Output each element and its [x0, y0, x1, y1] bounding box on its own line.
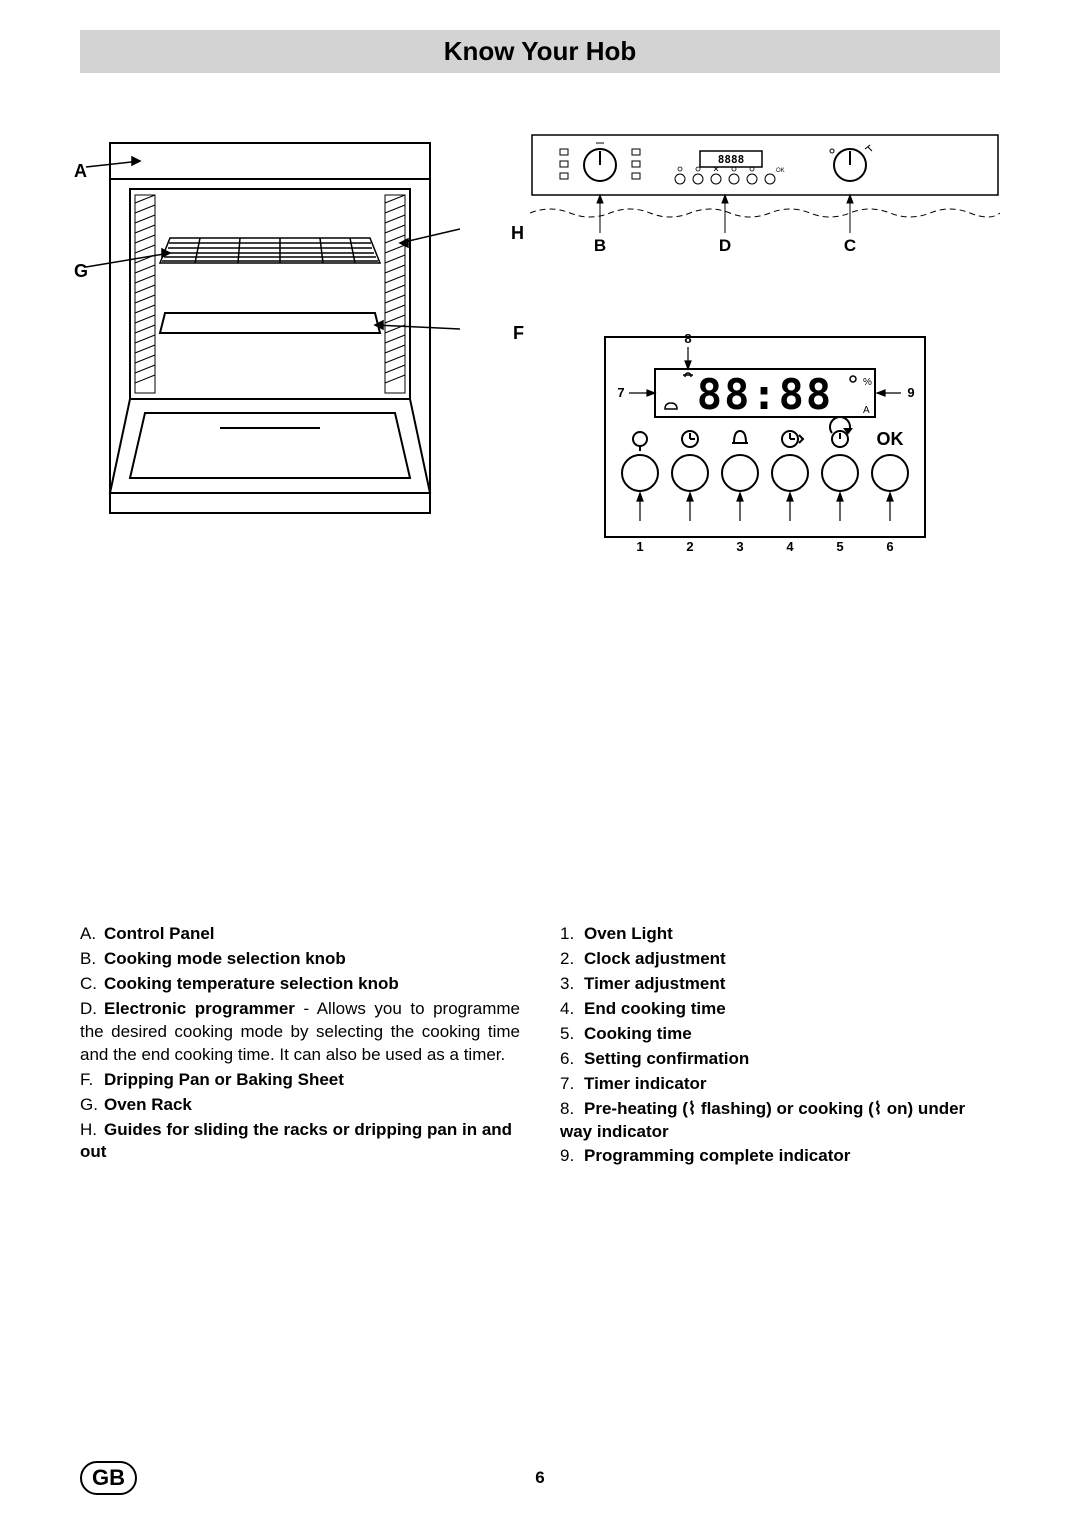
- page-title: Know Your Hob: [80, 30, 1000, 73]
- legend-marker: F.: [80, 1069, 104, 1092]
- legend-marker: G.: [80, 1094, 104, 1117]
- page-number: 6: [535, 1468, 544, 1488]
- legend-left: A.Control PanelB.Cooking mode selection …: [80, 923, 520, 1170]
- legend-item: 5.Cooking time: [560, 1023, 1000, 1046]
- legend-item: 3.Timer adjustment: [560, 973, 1000, 996]
- legend-term: Cooking mode selection knob: [104, 949, 346, 968]
- legend-item: C.Cooking temperature selection knob: [80, 973, 520, 996]
- legend-marker: D.: [80, 998, 104, 1021]
- legend-marker: 7.: [560, 1073, 584, 1096]
- svg-text:2: 2: [686, 539, 693, 554]
- svg-text:8888: 8888: [718, 153, 745, 166]
- legend-marker: 3.: [560, 973, 584, 996]
- oven-label-f: F: [513, 323, 524, 344]
- svg-text:88:88: 88:88: [697, 370, 833, 419]
- legend-marker: 6.: [560, 1048, 584, 1071]
- oven-diagram: A G H F: [80, 133, 500, 563]
- legend-term: Pre-heating (⌇ flashing) or cooking (⌇ o…: [560, 1099, 965, 1141]
- legend-term: Oven Rack: [104, 1095, 192, 1114]
- region-badge: GB: [80, 1461, 137, 1495]
- legend-term: Guides for sliding the racks or dripping…: [80, 1120, 512, 1162]
- svg-text:C: C: [844, 236, 856, 255]
- oven-label-h: H: [511, 223, 524, 244]
- legend-right: 1.Oven Light2.Clock adjustment3.Timer ad…: [560, 923, 1000, 1170]
- svg-text:9: 9: [907, 385, 914, 400]
- oven-label-g: G: [74, 261, 88, 282]
- oven-label-a: A: [74, 161, 87, 182]
- legend-item: 4.End cooking time: [560, 998, 1000, 1021]
- svg-text:1: 1: [636, 539, 643, 554]
- svg-text:A: A: [863, 405, 870, 416]
- legend-term: Oven Light: [584, 924, 673, 943]
- legend-item: D.Electronic programmer - Allows you to …: [80, 998, 520, 1067]
- svg-text:%: %: [863, 377, 872, 388]
- legend-term: Setting confirmation: [584, 1049, 749, 1068]
- svg-text:3: 3: [736, 539, 743, 554]
- legend-item: G.Oven Rack: [80, 1094, 520, 1117]
- legend-marker: 8.: [560, 1098, 584, 1121]
- oven-svg: [80, 133, 460, 533]
- legend-term: Programming complete indicator: [584, 1146, 850, 1165]
- legend-item: 6.Setting confirmation: [560, 1048, 1000, 1071]
- svg-text:7: 7: [617, 385, 624, 400]
- legend-item: 1.Oven Light: [560, 923, 1000, 946]
- legend-item: 9.Programming complete indicator: [560, 1145, 1000, 1168]
- legend-marker: C.: [80, 973, 104, 996]
- svg-text:8: 8: [684, 331, 691, 346]
- svg-text:5: 5: [836, 539, 843, 554]
- legend-term: Cooking temperature selection knob: [104, 974, 399, 993]
- legend-item: B.Cooking mode selection knob: [80, 948, 520, 971]
- legend-marker: 5.: [560, 1023, 584, 1046]
- legend-marker: A.: [80, 923, 104, 946]
- legend-term: Cooking time: [584, 1024, 692, 1043]
- control-panel-svg: 8888 OK: [530, 133, 1000, 263]
- diagram-area: A G H F: [80, 133, 1000, 563]
- legend-marker: 1.: [560, 923, 584, 946]
- legend-term: Control Panel: [104, 924, 215, 943]
- legend-marker: 9.: [560, 1145, 584, 1168]
- legend-marker: 4.: [560, 998, 584, 1021]
- legend-marker: B.: [80, 948, 104, 971]
- legend-term: Dripping Pan or Baking Sheet: [104, 1070, 344, 1089]
- legend-item: H.Guides for sliding the racks or drippi…: [80, 1119, 520, 1165]
- legend-item: A.Control Panel: [80, 923, 520, 946]
- legend-marker: H.: [80, 1119, 104, 1142]
- legend-item: 8.Pre-heating (⌇ flashing) or cooking (⌇…: [560, 1098, 1000, 1144]
- legend-term: End cooking time: [584, 999, 726, 1018]
- legend: A.Control PanelB.Cooking mode selection …: [80, 923, 1000, 1170]
- svg-text:OK: OK: [776, 168, 785, 174]
- legend-term: Electronic programmer: [104, 999, 295, 1018]
- legend-term: Timer indicator: [584, 1074, 707, 1093]
- svg-text:4: 4: [786, 539, 794, 554]
- svg-text:6: 6: [886, 539, 893, 554]
- svg-text:OK: OK: [877, 429, 904, 449]
- legend-item: 2.Clock adjustment: [560, 948, 1000, 971]
- legend-term: Timer adjustment: [584, 974, 725, 993]
- legend-term: Clock adjustment: [584, 949, 726, 968]
- svg-text:D: D: [719, 236, 731, 255]
- legend-marker: 2.: [560, 948, 584, 971]
- legend-item: F.Dripping Pan or Baking Sheet: [80, 1069, 520, 1092]
- programmer-diagram: 88:88 % A: [585, 323, 945, 563]
- programmer-svg: 88:88 % A: [585, 323, 945, 563]
- control-panel-diagram: 8888 OK: [530, 133, 1000, 263]
- svg-text:B: B: [594, 236, 606, 255]
- legend-item: 7.Timer indicator: [560, 1073, 1000, 1096]
- page-footer: GB 6: [80, 1468, 1000, 1488]
